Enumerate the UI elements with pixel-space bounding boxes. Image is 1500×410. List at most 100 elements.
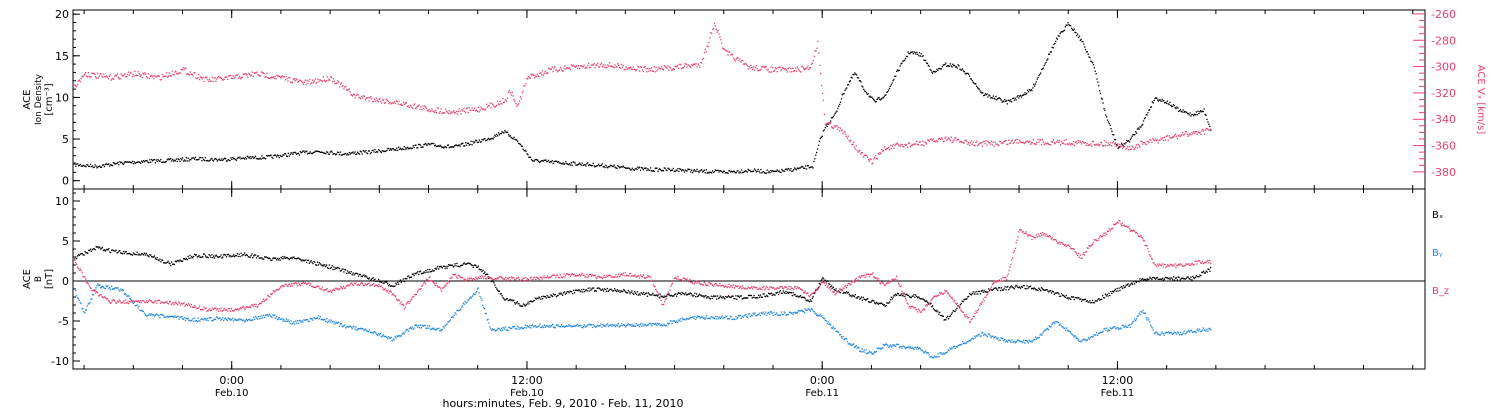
data-point: [217, 318, 219, 320]
data-point: [472, 140, 474, 143]
data-point: [598, 325, 600, 327]
data-point: [336, 153, 338, 155]
data-point: [1061, 294, 1064, 296]
data-point: [625, 66, 627, 68]
data-point: [476, 266, 478, 268]
data-point: [390, 149, 392, 151]
data-point: [1053, 43, 1055, 46]
data-point: [995, 287, 997, 289]
data-point: [230, 256, 232, 258]
data-point: [703, 52, 706, 54]
data-point: [1011, 139, 1013, 141]
data-point: [377, 101, 379, 103]
data-point: [639, 169, 642, 171]
data-point: [1171, 277, 1173, 279]
data-point: [1098, 297, 1100, 300]
data-point: [111, 165, 114, 167]
data-point: [814, 312, 816, 314]
data-point: [213, 255, 215, 257]
data-point: [679, 318, 681, 320]
data-point: [630, 324, 632, 326]
data-point: [1103, 108, 1105, 110]
data-point: [904, 143, 906, 146]
data-point: [642, 293, 644, 295]
data-point: [702, 170, 705, 172]
data-point: [348, 151, 351, 154]
data-point: [605, 67, 607, 69]
data-point: [246, 155, 248, 157]
data-point: [970, 294, 972, 296]
data-point: [979, 90, 981, 92]
data-point: [414, 272, 416, 274]
data-point: [877, 97, 879, 99]
data-point: [283, 154, 285, 156]
data-point: [411, 326, 413, 328]
data-point: [678, 170, 680, 172]
data-point: [172, 158, 174, 161]
data-point: [355, 326, 357, 328]
data-point: [534, 297, 536, 299]
data-point: [113, 250, 115, 252]
data-point: [256, 318, 259, 320]
data-point: [937, 69, 939, 72]
data-point: [578, 163, 580, 165]
data-point: [853, 146, 856, 148]
data-point: [756, 297, 758, 299]
data-point: [915, 346, 917, 349]
data-point: [1122, 146, 1124, 148]
data-point: [566, 325, 568, 328]
data-point: [648, 293, 650, 295]
data-point: [716, 316, 719, 318]
data-point: [1147, 279, 1149, 281]
data-point: [212, 256, 214, 259]
data-point: [97, 246, 99, 248]
data-point: [735, 58, 737, 60]
data-point: [627, 167, 629, 169]
data-point: [1187, 112, 1189, 115]
data-point: [966, 341, 968, 343]
data-point: [408, 275, 410, 277]
data-point: [1033, 287, 1035, 289]
data-point: [783, 291, 785, 294]
data-point: [468, 299, 470, 301]
data-point: [178, 318, 180, 320]
data-point: [379, 97, 381, 100]
data-point: [783, 311, 785, 313]
data-point: [347, 153, 349, 155]
data-point: [736, 318, 738, 320]
data-point: [311, 318, 313, 320]
data-point: [1053, 293, 1055, 295]
data-point: [426, 109, 428, 112]
data-point: [219, 317, 221, 319]
data-point: [1020, 96, 1023, 98]
data-point: [318, 318, 320, 320]
data-point: [644, 167, 646, 170]
data-point: [1032, 139, 1034, 141]
data-point: [541, 295, 543, 298]
data-point: [101, 164, 104, 166]
data-point: [115, 287, 117, 289]
data-point: [83, 311, 85, 313]
data-point: [367, 278, 370, 280]
data-point: [1186, 276, 1188, 278]
data-point: [328, 264, 330, 266]
data-point: [762, 311, 764, 313]
data-point: [481, 299, 483, 301]
data-point: [857, 77, 860, 79]
data-point: [989, 143, 992, 145]
data-point: [532, 73, 534, 75]
data-point: [758, 294, 760, 296]
data-point: [126, 295, 128, 298]
data-point: [378, 149, 381, 151]
data-point: [693, 63, 695, 65]
data-point: [437, 328, 439, 330]
data-point: [376, 280, 378, 282]
data-point: [1059, 139, 1061, 142]
data-point: [472, 294, 474, 296]
data-point: [949, 315, 952, 317]
data-point: [164, 75, 166, 78]
data-point: [754, 66, 757, 69]
data-point: [173, 159, 176, 161]
data-point: [578, 324, 580, 327]
data-point: [94, 289, 96, 291]
